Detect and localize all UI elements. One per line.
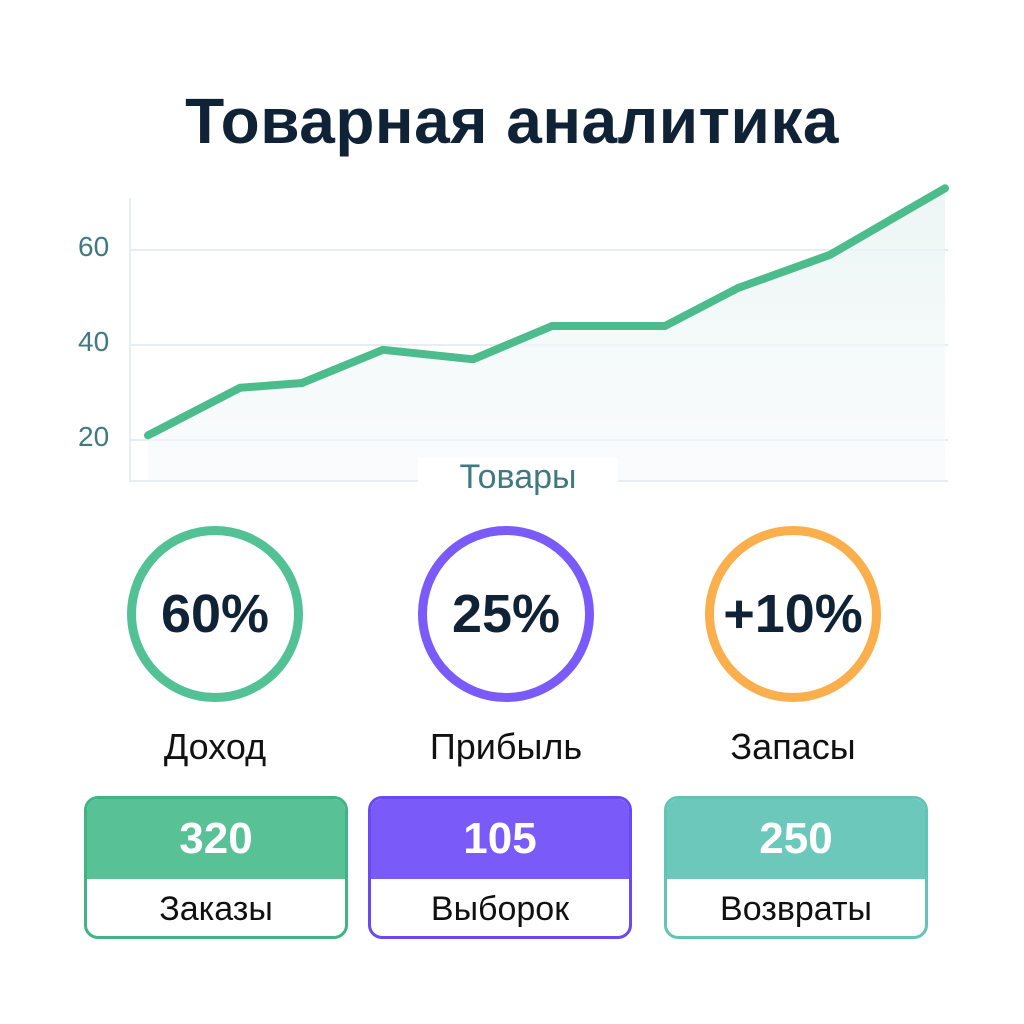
card-returns: 250 Возвраты bbox=[664, 796, 928, 939]
card-value: 250 bbox=[667, 799, 925, 879]
card-value: 105 bbox=[371, 799, 629, 879]
area-fill bbox=[148, 188, 945, 481]
card-value: 320 bbox=[87, 799, 345, 879]
y-tick-20: 20 bbox=[78, 421, 110, 452]
card-samples: 105 Выборок bbox=[368, 796, 632, 939]
card-label: Заказы bbox=[159, 889, 273, 928]
card-label: Возвраты bbox=[720, 889, 872, 928]
x-axis-label: Товары bbox=[418, 458, 618, 497]
kpi-label: Запасы bbox=[730, 726, 856, 767]
card-orders: 320 Заказы bbox=[84, 796, 348, 939]
kpi-label: Доход bbox=[163, 726, 267, 767]
page-title: Товарная аналитика bbox=[185, 85, 839, 157]
kpi-inventory: +10% Запасы bbox=[698, 526, 888, 768]
kpi-ring: +10% bbox=[705, 526, 881, 702]
y-tick-60: 60 bbox=[78, 231, 110, 262]
y-tick-40: 40 bbox=[78, 326, 110, 357]
line-chart bbox=[129, 184, 949, 482]
kpi-revenue: 60% Доход bbox=[120, 526, 310, 768]
kpi-label: Прибыль bbox=[429, 726, 583, 767]
card-label: Выборок bbox=[430, 889, 570, 928]
data-line bbox=[144, 184, 949, 440]
kpi-profit: 25% Прибыль bbox=[411, 526, 601, 768]
kpi-ring: 25% bbox=[418, 526, 594, 702]
kpi-ring: 60% bbox=[127, 526, 303, 702]
